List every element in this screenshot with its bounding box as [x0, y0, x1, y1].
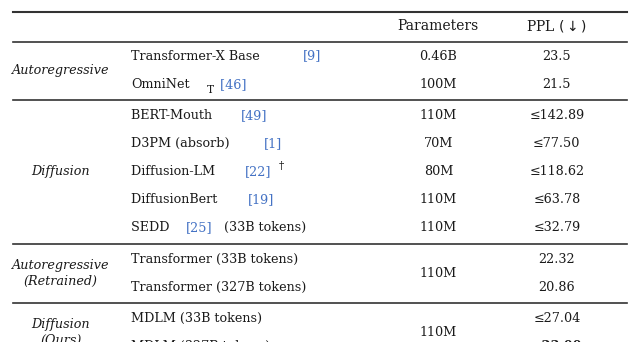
Text: Autoregressive
(Retrained): Autoregressive (Retrained)	[12, 259, 109, 288]
Text: T: T	[207, 85, 214, 95]
Text: 80M: 80M	[424, 165, 453, 178]
Text: 110M: 110M	[420, 221, 457, 234]
Text: Diffusion: Diffusion	[31, 165, 90, 178]
Text: [1]: [1]	[264, 137, 282, 150]
Text: 0.46B: 0.46B	[420, 50, 457, 63]
Text: ≤23.00: ≤23.00	[532, 340, 582, 342]
Text: 23.5: 23.5	[543, 50, 571, 63]
Text: 21.5: 21.5	[543, 78, 571, 91]
Text: ≤63.78: ≤63.78	[533, 193, 580, 206]
Text: 100M: 100M	[420, 78, 457, 91]
Text: 110M: 110M	[420, 267, 457, 280]
Text: 20.86: 20.86	[538, 281, 575, 294]
Text: 22.32: 22.32	[538, 253, 575, 266]
Text: MDLM (327B tokens): MDLM (327B tokens)	[131, 340, 271, 342]
Text: Diffusion-LM: Diffusion-LM	[131, 165, 220, 178]
Text: [25]: [25]	[186, 221, 212, 234]
Text: 110M: 110M	[420, 193, 457, 206]
Text: [9]: [9]	[303, 50, 321, 63]
Text: [46]: [46]	[216, 78, 246, 91]
Text: (33B tokens): (33B tokens)	[220, 221, 307, 234]
Text: ≤142.89: ≤142.89	[529, 109, 584, 122]
Text: Autoregressive: Autoregressive	[12, 64, 109, 77]
Text: †: †	[279, 160, 284, 171]
Text: 110M: 110M	[420, 109, 457, 122]
Text: PPL $(\downarrow)$: PPL $(\downarrow)$	[526, 17, 588, 34]
Text: 110M: 110M	[420, 326, 457, 339]
Text: ≤32.79: ≤32.79	[533, 221, 580, 234]
Text: ≤27.04: ≤27.04	[533, 312, 580, 325]
Text: SEDD: SEDD	[131, 221, 173, 234]
Text: Transformer-X Base: Transformer-X Base	[131, 50, 264, 63]
Text: [49]: [49]	[241, 109, 268, 122]
Text: DiffusionBert: DiffusionBert	[131, 193, 221, 206]
Text: Transformer (327B tokens): Transformer (327B tokens)	[131, 281, 307, 294]
Text: D3PM (absorb): D3PM (absorb)	[131, 137, 234, 150]
Text: OmniNet: OmniNet	[131, 78, 190, 91]
Text: [19]: [19]	[248, 193, 274, 206]
Text: Transformer (33B tokens): Transformer (33B tokens)	[131, 253, 298, 266]
Text: Parameters: Parameters	[398, 18, 479, 32]
Text: ≤118.62: ≤118.62	[529, 165, 584, 178]
Text: ≤77.50: ≤77.50	[533, 137, 580, 150]
Text: MDLM (33B tokens): MDLM (33B tokens)	[131, 312, 262, 325]
Text: [22]: [22]	[245, 165, 271, 178]
Text: Diffusion
(Ours): Diffusion (Ours)	[31, 318, 90, 342]
Text: BERT-Mouth: BERT-Mouth	[131, 109, 216, 122]
Text: 70M: 70M	[424, 137, 453, 150]
